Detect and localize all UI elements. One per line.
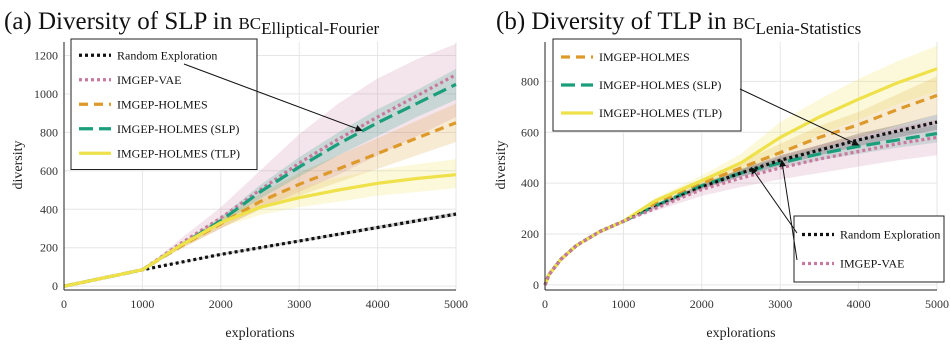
panel-a-y-tick-label: 200 xyxy=(40,241,58,255)
panel-a-x-axis-label: explorations xyxy=(225,326,294,341)
panel-b-legend-label-imgep-holmes-slp: IMGEP-HOLMES (SLP) xyxy=(599,78,721,92)
panel-a-y-axis-label: diversity xyxy=(11,141,26,190)
panel-a-x-tick-label: 2000 xyxy=(209,297,233,311)
panel-a-band-imgep-holmes-tlp xyxy=(64,159,456,287)
panel-a-x-tick-label: 4000 xyxy=(366,297,390,311)
panel-a-band-imgep-holmes-slp xyxy=(64,68,456,287)
panel-b-y-tick-label: 200 xyxy=(521,227,539,241)
panel-b-legend-box xyxy=(793,215,945,283)
panel-a-x-tick-label: 0 xyxy=(61,297,67,311)
panel-b-arrow-imgep-holmes-slp xyxy=(739,88,860,146)
panel-b-arrow-imgep-vae xyxy=(779,159,798,261)
panel-b-x-tick-label: 4000 xyxy=(847,297,871,311)
panel-b-line-imgep-holmes-tlp xyxy=(543,67,938,286)
panel-b-y-tick-label: 400 xyxy=(521,176,539,190)
panel-a-y-tick-label: 800 xyxy=(40,125,58,139)
panel-a-legend-label-imgep-holmes-tlp: IMGEP-HOLMES (TLP) xyxy=(117,146,240,160)
panel-a-arrow-imgep-vae xyxy=(183,63,363,132)
panel-a-legend-label-imgep-vae: IMGEP-VAE xyxy=(117,73,181,87)
panel-b-band-imgep-vae xyxy=(545,119,937,285)
panel-b-x-tick-label: 1000 xyxy=(611,297,635,311)
panel-b-band-imgep-holmes-tlp xyxy=(545,45,937,285)
panel-b-legend-label-imgep-holmes-tlp: IMGEP-HOLMES (TLP) xyxy=(599,106,722,120)
panel-b-y-tick-label: 800 xyxy=(521,74,539,88)
panel-a-band-random-exploration xyxy=(64,212,456,287)
panel-a-band-imgep-vae xyxy=(64,43,456,287)
panel-b-line-random-exploration xyxy=(543,120,938,286)
panel-a-x-tick-label: 5000 xyxy=(444,297,468,311)
panel-a-line-imgep-holmes xyxy=(63,121,457,288)
panel-b-band-random-exploration xyxy=(545,114,937,285)
panel-b-arrow-random-exploration xyxy=(750,166,798,234)
panel-a-y-tick-label: 0 xyxy=(52,279,58,293)
panel-b-x-tick-label: 3000 xyxy=(768,297,792,311)
panel-b-legend-label-imgep-vae: IMGEP-VAE xyxy=(840,257,904,271)
panel-a-y-tick-label: 1200 xyxy=(34,48,58,62)
panel-b-y-axis-label: diversity xyxy=(494,141,509,190)
panel-b-legend-label-imgep-holmes: IMGEP-HOLMES xyxy=(599,50,690,64)
panel-b-x-axis-label: explorations xyxy=(706,326,775,341)
panel-a-legend-label-random-exploration: Random Exploration xyxy=(117,48,217,62)
panel-a-y-tick-label: 600 xyxy=(40,164,58,178)
panel-a-line-imgep-holmes-tlp xyxy=(63,173,457,288)
panel-a-x-tick-label: 1000 xyxy=(130,297,154,311)
panel-a-title: (a) Diversity of SLP in BCElliptical-Fou… xyxy=(4,8,380,38)
panel-b-line-imgep-vae xyxy=(543,135,938,286)
panel-b-x-tick-label: 5000 xyxy=(925,297,949,311)
panel-a-y-tick-label: 400 xyxy=(40,202,58,216)
panel-b-x-tick-label: 0 xyxy=(542,297,548,311)
panel-b-x-tick-label: 2000 xyxy=(690,297,714,311)
panel-a-legend-label-imgep-holmes: IMGEP-HOLMES xyxy=(117,97,208,111)
panel-a-band-imgep-holmes xyxy=(64,103,456,287)
panel-a-y-tick-label: 1000 xyxy=(34,87,58,101)
panel-b-legend-label-random-exploration: Random Exploration xyxy=(840,228,940,242)
panel-b-title: (b) Diversity of TLP in BCLenia-Statisti… xyxy=(496,8,861,38)
panel-a-x-tick-label: 3000 xyxy=(287,297,311,311)
panel-b: (b) Diversity of TLP in BCLenia-Statisti… xyxy=(494,8,949,341)
panel-b-y-tick-label: 600 xyxy=(521,125,539,139)
panel-b-y-tick-label: 0 xyxy=(533,278,539,292)
panel-b-band-imgep-holmes xyxy=(545,76,937,285)
panel-a-legend-label-imgep-holmes-slp: IMGEP-HOLMES (SLP) xyxy=(117,122,239,136)
panel-a: (a) Diversity of SLP in BCElliptical-Fou… xyxy=(4,8,468,341)
